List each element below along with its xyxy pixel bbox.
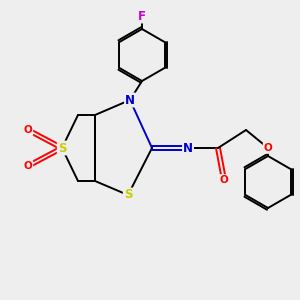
Text: N: N xyxy=(183,142,193,154)
Text: F: F xyxy=(138,10,146,22)
Text: O: O xyxy=(220,175,228,185)
Text: O: O xyxy=(264,143,272,153)
Text: N: N xyxy=(125,94,135,106)
Text: S: S xyxy=(124,188,132,202)
Text: O: O xyxy=(24,125,32,135)
Text: S: S xyxy=(58,142,66,154)
Text: O: O xyxy=(24,161,32,171)
